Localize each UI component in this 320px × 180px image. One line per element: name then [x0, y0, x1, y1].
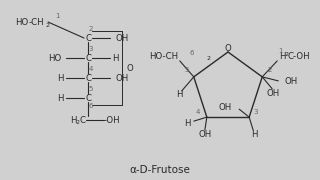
- Text: 4: 4: [196, 109, 200, 115]
- Text: 5: 5: [185, 67, 189, 73]
- Text: H: H: [58, 73, 64, 82]
- Text: 6: 6: [189, 50, 194, 56]
- Text: 6: 6: [89, 103, 93, 109]
- Text: 4: 4: [89, 66, 93, 72]
- Text: 1: 1: [278, 48, 283, 54]
- Text: C: C: [85, 73, 91, 82]
- Text: 2: 2: [284, 52, 288, 57]
- Text: C: C: [80, 116, 86, 125]
- Text: OH: OH: [267, 89, 280, 98]
- Text: H: H: [58, 93, 64, 102]
- Text: H: H: [177, 90, 183, 99]
- Text: 3: 3: [254, 109, 259, 115]
- Text: HO: HO: [15, 17, 28, 26]
- Text: C: C: [85, 33, 91, 42]
- Text: HO: HO: [48, 53, 61, 62]
- Text: -OH: -OH: [104, 116, 121, 125]
- Text: 2: 2: [46, 22, 50, 28]
- Text: C-OH: C-OH: [287, 52, 310, 61]
- Text: H: H: [70, 116, 76, 125]
- Text: 5: 5: [89, 86, 93, 92]
- Text: 3: 3: [89, 46, 93, 52]
- Text: 2: 2: [207, 56, 211, 61]
- Text: -CH: -CH: [29, 17, 44, 26]
- Text: HO-CH: HO-CH: [148, 52, 178, 61]
- Text: OH: OH: [219, 103, 232, 112]
- Text: 1: 1: [55, 13, 59, 19]
- Text: 2: 2: [89, 26, 93, 32]
- Text: C: C: [85, 53, 91, 62]
- Text: OH: OH: [198, 130, 212, 139]
- Text: 2: 2: [75, 120, 79, 125]
- Text: OH: OH: [115, 33, 128, 42]
- Text: H: H: [279, 52, 286, 61]
- Text: 2: 2: [267, 67, 271, 73]
- Text: C: C: [85, 93, 91, 102]
- Text: O: O: [225, 44, 231, 53]
- Text: OH: OH: [284, 77, 298, 86]
- Text: H: H: [251, 130, 257, 139]
- Text: α-D-Frutose: α-D-Frutose: [130, 165, 190, 175]
- Text: OH: OH: [115, 73, 128, 82]
- Text: O: O: [127, 64, 133, 73]
- Text: H: H: [184, 119, 191, 128]
- Text: H: H: [112, 53, 118, 62]
